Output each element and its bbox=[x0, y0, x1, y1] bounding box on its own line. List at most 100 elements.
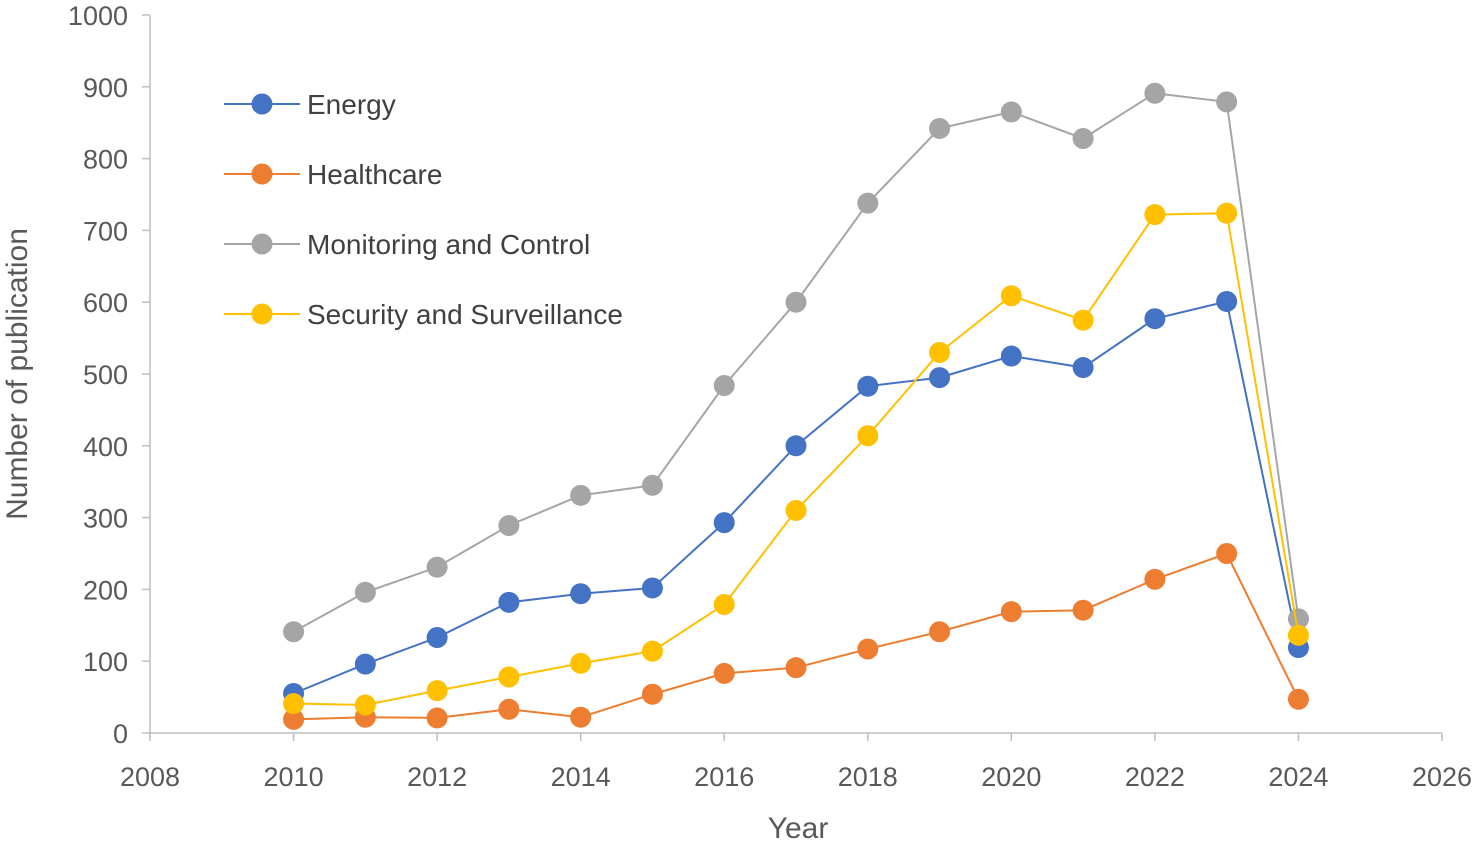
axes: 0 100 200 300 400 500 600 700 800 900 1000 2008 2010… bbox=[68, 1, 1472, 792]
legend-label: Healthcare bbox=[307, 159, 442, 190]
data-point bbox=[498, 666, 520, 688]
y-tick-label: 600 bbox=[83, 288, 128, 318]
data-point bbox=[785, 291, 807, 313]
y-tick-label: 0 bbox=[113, 719, 128, 749]
legend-item: Security and Surveillance bbox=[224, 299, 623, 330]
data-point bbox=[1216, 543, 1238, 564]
y-tick-label: 500 bbox=[83, 360, 128, 390]
y-tick-label: 100 bbox=[83, 647, 128, 677]
x-tick-label: 2020 bbox=[981, 762, 1041, 792]
data-point bbox=[857, 375, 879, 397]
series-monitoring-and-control bbox=[283, 82, 1309, 643]
x-tick-label: 2018 bbox=[838, 762, 898, 792]
data-point bbox=[283, 708, 305, 730]
y-tick-label: 200 bbox=[83, 575, 128, 605]
y-tick-label: 400 bbox=[83, 432, 128, 462]
data-point bbox=[713, 593, 735, 615]
data-point bbox=[785, 435, 807, 457]
data-point bbox=[1000, 101, 1022, 123]
series-layer bbox=[283, 82, 1309, 730]
legend-item: Energy bbox=[224, 89, 396, 120]
data-point bbox=[426, 556, 448, 578]
data-point bbox=[929, 621, 951, 643]
data-point bbox=[354, 581, 376, 603]
legend-marker bbox=[251, 93, 273, 115]
data-point bbox=[713, 662, 735, 684]
data-point bbox=[1216, 290, 1238, 312]
data-point bbox=[1072, 309, 1094, 331]
y-tick-label: 1000 bbox=[68, 1, 128, 31]
x-tick-label: 2016 bbox=[694, 762, 754, 792]
x-tick-label: 2014 bbox=[551, 762, 611, 792]
data-point bbox=[1000, 601, 1022, 623]
data-point bbox=[498, 698, 520, 720]
series-line bbox=[293, 92, 1300, 633]
data-point bbox=[570, 484, 592, 506]
x-tick-label: 2012 bbox=[407, 762, 467, 792]
data-point bbox=[1287, 608, 1309, 630]
data-point bbox=[857, 425, 879, 447]
series-healthcare bbox=[283, 543, 1309, 730]
data-point bbox=[498, 591, 520, 613]
legend-marker bbox=[251, 163, 273, 185]
data-point bbox=[426, 627, 448, 649]
data-point bbox=[283, 693, 305, 715]
legend-item: Monitoring and Control bbox=[224, 229, 590, 260]
data-point bbox=[354, 694, 376, 716]
data-point bbox=[1000, 285, 1022, 307]
data-point bbox=[1287, 624, 1309, 646]
x-tick-label: 2022 bbox=[1125, 762, 1185, 792]
y-tick-label: 800 bbox=[83, 145, 128, 175]
data-point bbox=[1000, 345, 1022, 367]
data-point bbox=[570, 706, 592, 728]
x-tick-label: 2024 bbox=[1268, 762, 1328, 792]
series-energy bbox=[283, 290, 1309, 705]
data-point bbox=[283, 621, 305, 643]
data-point bbox=[498, 514, 520, 536]
data-point bbox=[1072, 357, 1094, 379]
data-point bbox=[1144, 308, 1166, 330]
legend-label: Energy bbox=[307, 89, 396, 120]
legend-item: Healthcare bbox=[224, 159, 442, 190]
data-point bbox=[1144, 204, 1166, 226]
y-tick-label: 900 bbox=[83, 73, 128, 103]
legend-label: Monitoring and Control bbox=[307, 229, 590, 260]
x-tick-label: 2010 bbox=[264, 762, 324, 792]
data-point bbox=[857, 638, 879, 660]
data-point bbox=[785, 657, 807, 679]
y-tick-label: 700 bbox=[83, 216, 128, 246]
data-point bbox=[570, 652, 592, 674]
series-security-and-surveillance bbox=[283, 202, 1309, 716]
data-point bbox=[1072, 127, 1094, 149]
data-point bbox=[929, 367, 951, 389]
data-point bbox=[570, 583, 592, 605]
data-point bbox=[354, 653, 376, 675]
x-tick-label: 2008 bbox=[120, 762, 180, 792]
data-point bbox=[641, 577, 663, 599]
y-axis-title: Number of publication bbox=[1, 228, 34, 520]
data-point bbox=[1144, 568, 1166, 590]
data-point bbox=[641, 474, 663, 496]
data-point bbox=[1072, 599, 1094, 621]
data-point bbox=[426, 707, 448, 729]
data-point bbox=[1216, 202, 1238, 224]
data-point bbox=[1144, 82, 1166, 104]
x-axis-title: Year bbox=[768, 812, 829, 845]
data-point bbox=[713, 512, 735, 534]
data-point bbox=[641, 640, 663, 662]
y-tick-label: 300 bbox=[83, 504, 128, 534]
data-point bbox=[1287, 688, 1309, 710]
legend-marker bbox=[251, 233, 273, 255]
legend: Energy Healthcare Monitoring and Control Se… bbox=[224, 89, 623, 330]
legend-marker bbox=[251, 303, 273, 325]
x-tick-label: 2026 bbox=[1412, 762, 1472, 792]
data-point bbox=[929, 117, 951, 139]
data-point bbox=[641, 683, 663, 705]
data-point bbox=[713, 374, 735, 396]
data-point bbox=[857, 192, 879, 214]
data-point bbox=[929, 341, 951, 363]
data-point bbox=[1216, 91, 1238, 113]
legend-label: Security and Surveillance bbox=[307, 299, 623, 330]
data-point bbox=[426, 680, 448, 702]
